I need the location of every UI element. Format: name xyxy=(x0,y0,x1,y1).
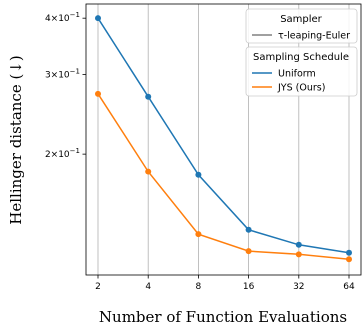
legend-label: Uniform xyxy=(278,69,316,80)
y-tick-base: 4×10 xyxy=(45,14,70,24)
y-axis: 4×10−13×10−12×10−1 xyxy=(45,11,86,160)
y-tick-exponent: −1 xyxy=(70,11,80,19)
sampler-legend-label: τ-leaping-Euler xyxy=(278,31,350,42)
data-point xyxy=(295,251,302,258)
series-line-1 xyxy=(97,93,350,261)
y-axis-label: Hellinger distance (↓) xyxy=(7,55,25,224)
schedule-legend: Sampling Schedule Uniform JYS (Ours) xyxy=(245,46,358,97)
x-tick-label: 32 xyxy=(293,282,304,292)
y-tick-exponent: −1 xyxy=(70,147,80,155)
x-tick-label: 2 xyxy=(95,282,101,292)
data-point xyxy=(245,226,252,233)
sampler-legend: Sampler τ-leaping-Euler xyxy=(245,8,358,44)
data-point xyxy=(346,256,352,263)
data-point xyxy=(195,231,202,238)
data-point xyxy=(346,249,352,256)
y-tick-label: 2×10−1 xyxy=(45,147,80,160)
schedule-legend-entries: Uniform JYS (Ours) xyxy=(252,69,325,94)
data-point xyxy=(95,90,101,97)
x-tick-label: 16 xyxy=(243,282,255,292)
y-tick-base: 3×10 xyxy=(45,71,70,81)
data-point xyxy=(245,248,252,255)
series-line-0 xyxy=(97,17,350,254)
x-axis-label: Number of Function Evaluations xyxy=(99,308,347,326)
x-grid xyxy=(97,4,350,275)
data-point xyxy=(195,171,202,178)
plot-frame xyxy=(85,3,362,276)
y-tick-label: 3×10−1 xyxy=(45,68,80,81)
x-axis: 2 4 8 16 32 64 xyxy=(95,275,355,292)
data-point xyxy=(295,241,302,248)
data-point xyxy=(145,93,152,100)
schedule-legend-title: Sampling Schedule xyxy=(253,52,349,63)
series-lines xyxy=(95,15,352,263)
data-point xyxy=(95,15,101,22)
x-tick-label: 4 xyxy=(145,282,151,292)
y-tick-base: 2×10 xyxy=(45,150,70,160)
legend-label: JYS (Ours) xyxy=(277,83,325,94)
schedule-legend-box xyxy=(245,46,358,97)
data-point xyxy=(145,168,152,175)
sampler-legend-title: Sampler xyxy=(280,14,322,25)
sampler-legend-box xyxy=(245,8,358,44)
x-tick-label: 8 xyxy=(196,282,202,292)
x-tick-label: 64 xyxy=(343,282,355,292)
y-tick-label: 4×10−1 xyxy=(45,11,80,24)
y-tick-exponent: −1 xyxy=(70,68,80,76)
